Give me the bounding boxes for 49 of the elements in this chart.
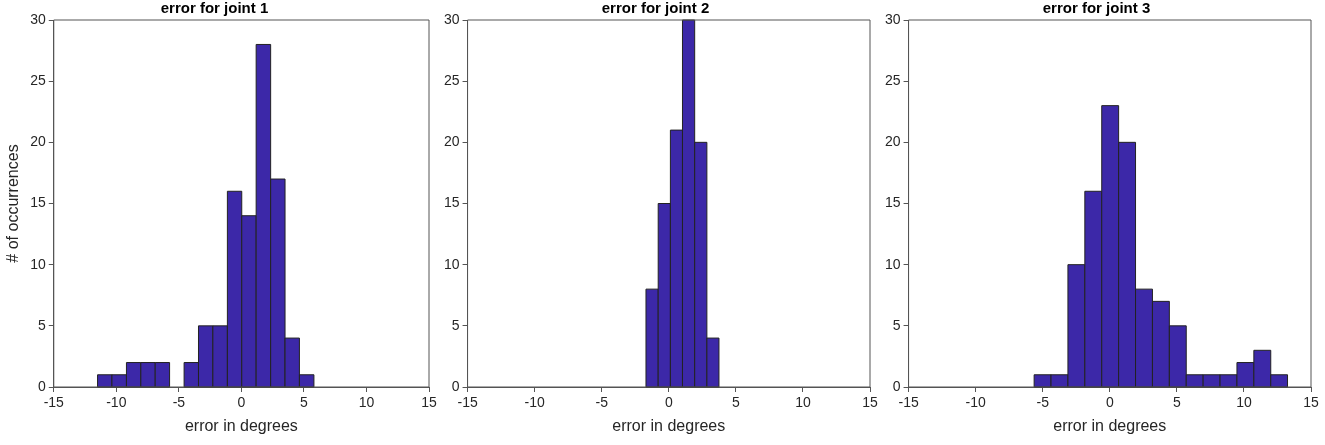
x-tick-label: 0 bbox=[664, 394, 673, 411]
y-tick-label: 0 bbox=[37, 377, 46, 394]
chart-title: error for joint 3 bbox=[1042, 0, 1151, 17]
x-tick-label: -10 bbox=[524, 394, 545, 411]
y-tick-label: 20 bbox=[443, 133, 460, 150]
x-tick-label: 10 bbox=[1236, 394, 1252, 411]
y-tick-label: 15 bbox=[443, 194, 460, 211]
x-axis-title: error in degrees bbox=[612, 416, 726, 434]
y-tick-label: 0 bbox=[451, 377, 460, 394]
y-tick-label: 30 bbox=[443, 10, 460, 27]
y-tick-label: 25 bbox=[884, 72, 901, 89]
x-tick-label: 15 bbox=[421, 394, 437, 411]
y-tick-label: 0 bbox=[892, 377, 901, 394]
y-tick-label: 10 bbox=[884, 255, 901, 272]
y-tick-label: 5 bbox=[37, 316, 46, 333]
x-tick-label: 15 bbox=[862, 394, 878, 411]
y-tick-label: 30 bbox=[30, 10, 46, 27]
x-tick-label: 5 bbox=[1172, 394, 1181, 411]
y-tick-label: 10 bbox=[30, 255, 46, 272]
y-tick-label: 10 bbox=[443, 255, 460, 272]
x-axis-title: error in degrees bbox=[184, 416, 298, 434]
y-tick-label: 15 bbox=[30, 194, 46, 211]
x-tick-label: -10 bbox=[106, 394, 127, 411]
y-axis-title: # of occurrences bbox=[4, 144, 22, 263]
x-tick-label: 10 bbox=[795, 394, 811, 411]
x-tick-label: 5 bbox=[731, 394, 740, 411]
x-tick-label: 0 bbox=[237, 394, 246, 411]
x-tick-label: -15 bbox=[898, 394, 919, 411]
x-tick-label: -5 bbox=[172, 394, 186, 411]
x-tick-label: -15 bbox=[457, 394, 478, 411]
y-tick-label: 25 bbox=[30, 72, 46, 89]
chart-title: error for joint 1 bbox=[160, 0, 269, 17]
x-tick-label: -5 bbox=[595, 394, 609, 411]
x-tick-label: -15 bbox=[43, 394, 65, 411]
y-tick-label: 20 bbox=[30, 133, 46, 150]
y-tick-label: 20 bbox=[884, 133, 901, 150]
x-tick-label: -5 bbox=[1036, 394, 1050, 411]
x-tick-label: 15 bbox=[1303, 394, 1319, 411]
x-tick-label: 5 bbox=[300, 394, 309, 411]
y-tick-label: 25 bbox=[443, 72, 460, 89]
y-tick-label: 30 bbox=[884, 10, 901, 27]
x-axis-title: error in degrees bbox=[1053, 416, 1167, 434]
y-tick-label: 15 bbox=[884, 194, 901, 211]
x-tick-label: 10 bbox=[358, 394, 375, 411]
y-tick-label: 5 bbox=[892, 316, 901, 333]
x-tick-label: 0 bbox=[1105, 394, 1114, 411]
y-tick-label: 5 bbox=[451, 316, 460, 333]
chart-title: error for joint 2 bbox=[601, 0, 710, 17]
x-tick-label: -10 bbox=[965, 394, 986, 411]
